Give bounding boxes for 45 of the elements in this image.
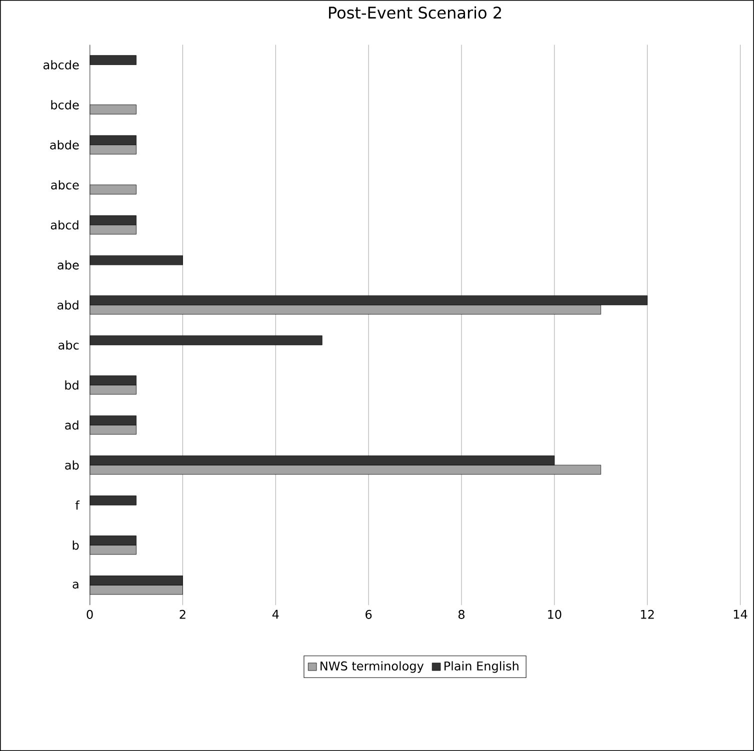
y-tick-label: bd [65, 380, 78, 390]
bar [90, 375, 136, 386]
x-tick-label: 4 [272, 610, 279, 619]
legend-label: Plain English [444, 661, 518, 673]
y-tick-label: ad [65, 420, 78, 430]
bar [90, 104, 136, 114]
y-tick-label: abcd [50, 220, 78, 230]
y-tick-label: a [72, 582, 78, 589]
y-tick-label: b [72, 540, 79, 550]
bar [90, 544, 136, 555]
x-tick-label: 14 [734, 610, 748, 619]
legend-label: NWS terminology [320, 661, 424, 673]
bar [90, 255, 183, 266]
x-tick-label: 0 [86, 610, 93, 619]
bar [90, 415, 136, 426]
bar [90, 224, 136, 234]
x-tick-label: 10 [548, 610, 562, 619]
bar [90, 536, 136, 546]
y-tick-label: ab [65, 460, 79, 470]
y-tick-label: abe [58, 260, 79, 270]
y-tick-label: bcde [51, 100, 79, 110]
bar [90, 184, 136, 194]
bar [90, 295, 648, 306]
chart-title: Post-Event Scenario 2 [329, 6, 501, 19]
bar [90, 55, 136, 65]
bar [90, 424, 136, 435]
bar [90, 456, 555, 466]
y-tick-label: abcde [44, 60, 79, 70]
bar [90, 335, 322, 346]
y-tick-label: abce [51, 180, 79, 190]
bar [90, 144, 136, 154]
bar [90, 384, 136, 395]
bar [90, 584, 183, 595]
x-tick-label: 8 [458, 610, 464, 619]
x-tick-label: 6 [366, 610, 372, 619]
y-tick-label: abde [50, 140, 79, 150]
bar [90, 135, 136, 146]
y-tick-label: f [75, 500, 80, 510]
bar [90, 576, 183, 586]
x-tick-label: 12 [641, 610, 654, 619]
bar [90, 496, 136, 506]
y-tick-label: abd [57, 300, 78, 310]
x-tick-label: 2 [180, 610, 186, 619]
y-tick-label: abc [58, 340, 79, 350]
bar [90, 215, 136, 226]
